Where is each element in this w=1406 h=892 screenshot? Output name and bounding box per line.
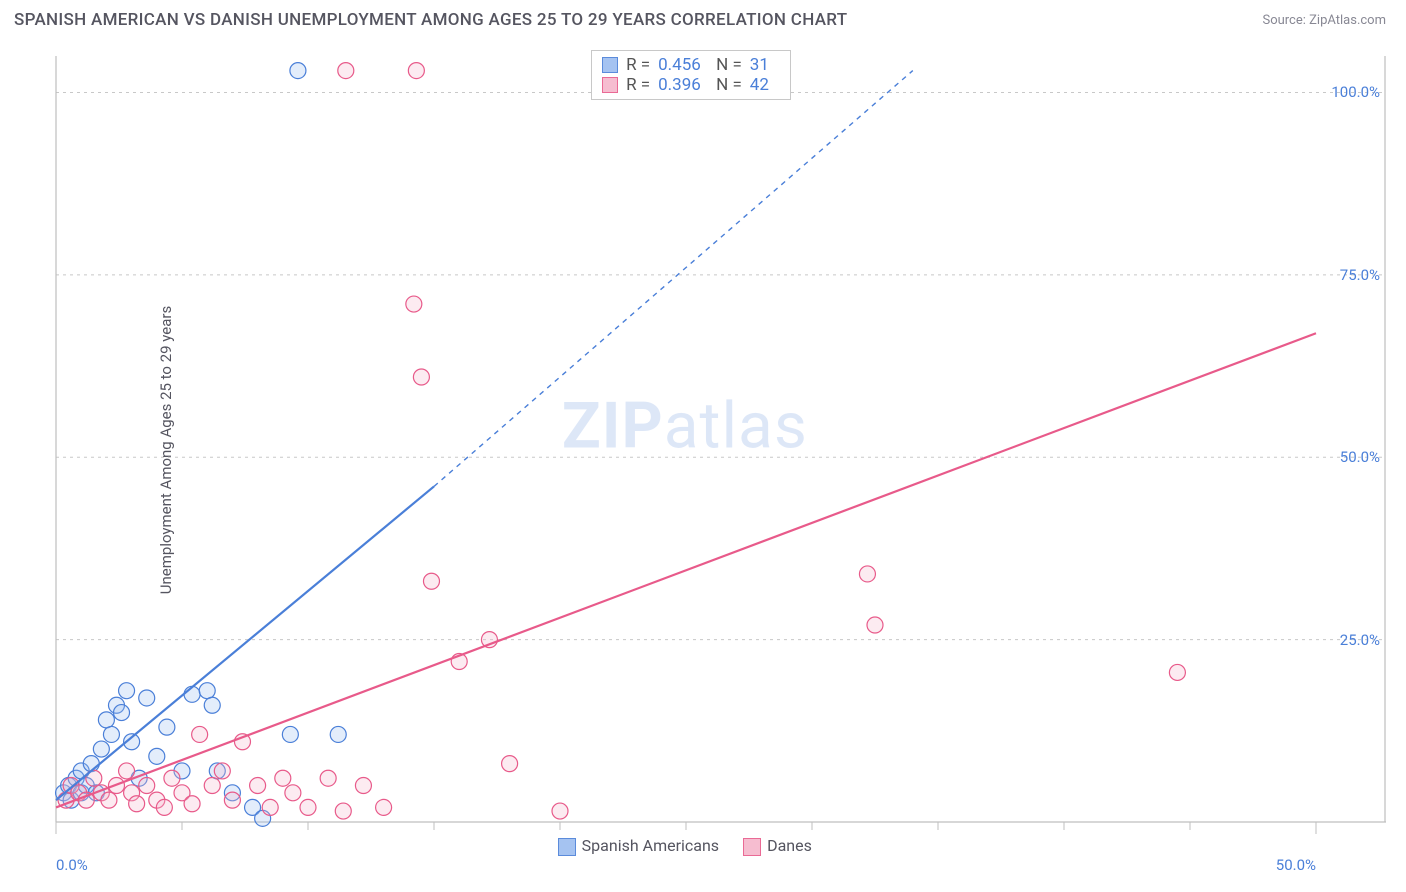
correlation-legend: R = 0.456 N = 31 R = 0.396 N = 42 <box>591 50 791 100</box>
series-legend-item: Spanish Americans <box>558 836 719 856</box>
chart-title: SPANISH AMERICAN VS DANISH UNEMPLOYMENT … <box>14 10 847 30</box>
legend-n-label: N = <box>716 55 742 75</box>
legend-swatch-icon <box>558 838 576 856</box>
source-attribution: Source: ZipAtlas.com <box>1262 13 1386 28</box>
legend-swatch-icon <box>743 838 761 856</box>
legend-n-label: N = <box>716 75 742 95</box>
y-tick-label: 75.0% <box>1340 266 1380 284</box>
series-legend-item: Danes <box>743 836 812 856</box>
y-tick-label: 50.0% <box>1340 448 1380 466</box>
legend-n-value: 42 <box>750 75 780 95</box>
legend-r-label: R = <box>626 55 650 75</box>
scatter-plot <box>50 48 1386 852</box>
y-tick-label: 100.0% <box>1331 83 1380 101</box>
series-name: Danes <box>767 836 812 855</box>
legend-swatch-icon <box>602 77 618 93</box>
legend-r-value: 0.396 <box>658 75 708 95</box>
legend-r-label: R = <box>626 75 650 95</box>
series-name: Spanish Americans <box>582 836 719 855</box>
legend-swatch-icon <box>602 57 618 73</box>
x-tick-label: 0.0% <box>56 856 88 874</box>
x-tick-label: 50.0% <box>1276 856 1316 874</box>
series-legend: Spanish Americans Danes <box>558 836 812 856</box>
legend-r-value: 0.456 <box>658 55 708 75</box>
legend-row: R = 0.456 N = 31 <box>602 55 780 75</box>
legend-row: R = 0.396 N = 42 <box>602 75 780 95</box>
chart-container: Unemployment Among Ages 25 to 29 years Z… <box>50 48 1386 852</box>
y-tick-label: 25.0% <box>1340 631 1380 649</box>
legend-n-value: 31 <box>750 55 780 75</box>
